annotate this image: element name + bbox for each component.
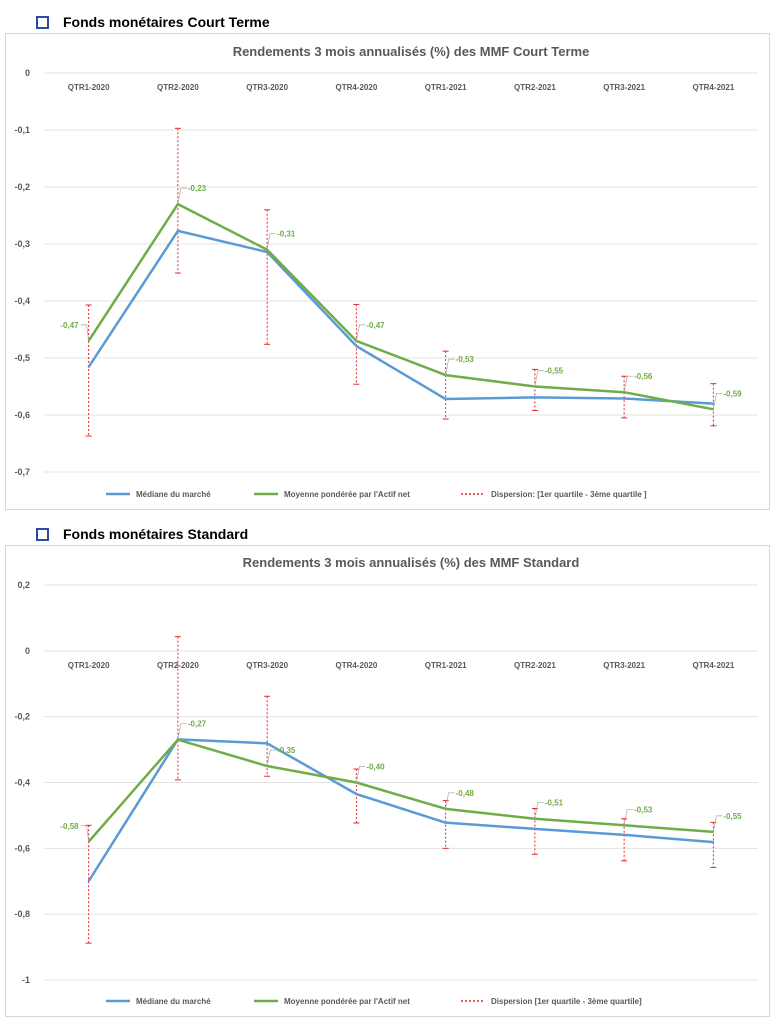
chart-title: Rendements 3 mois annualisés (%) des MMF…	[243, 555, 580, 570]
x-tick-label: QTR3-2020	[246, 83, 288, 92]
data-label: -0,23	[188, 184, 207, 193]
y-tick-label: -0,4	[14, 778, 30, 788]
x-tick-label: QTR4-2021	[692, 661, 734, 670]
x-tick-label: QTR4-2020	[335, 661, 377, 670]
y-tick-label: -0,3	[14, 239, 30, 249]
median-point	[444, 398, 447, 400]
data-label: -0,47	[60, 321, 79, 330]
median-point	[266, 742, 268, 745]
data-label-leader	[534, 802, 544, 819]
data-label: -0,53	[456, 355, 475, 364]
data-label-leader	[623, 808, 634, 826]
data-label-leader	[177, 723, 187, 740]
chart-standard-svg: Rendements 3 mois annualisés (%) des MMF…	[14, 555, 758, 1006]
data-label-leader	[356, 324, 366, 341]
legend-dispersion-label: Dispersion: [1er quartile - 3ème quartil…	[491, 490, 647, 499]
median-point	[355, 345, 358, 347]
x-tick-label: QTR2-2021	[514, 83, 556, 92]
data-label-leader	[534, 370, 544, 387]
median-point	[534, 396, 536, 399]
mean-series-line	[87, 202, 714, 411]
data-label: -0,56	[634, 372, 653, 381]
data-label: -0,35	[277, 746, 296, 755]
y-tick-label: 0	[25, 68, 30, 78]
y-tick-label: -0,7	[14, 467, 30, 477]
x-tick-label: QTR3-2021	[603, 83, 645, 92]
data-label-leader	[266, 233, 277, 250]
median-point	[444, 821, 447, 824]
chart-title: Rendements 3 mois annualisés (%) des MMF…	[233, 44, 590, 59]
data-label: -0,55	[723, 812, 742, 821]
data-label-leader	[266, 749, 277, 767]
median-point	[623, 397, 625, 400]
median-point	[712, 841, 715, 843]
chart-court-terme: Rendements 3 mois annualisés (%) des MMF…	[5, 33, 770, 510]
y-tick-label: 0,2	[17, 580, 30, 590]
data-label-leader	[356, 766, 366, 783]
x-tick-label: QTR3-2020	[246, 661, 288, 670]
y-tick-label: -1	[22, 975, 30, 985]
y-tick-label: -0,6	[14, 410, 30, 420]
data-label-leader	[80, 825, 89, 842]
checkbox-square-icon	[36, 15, 49, 29]
legend-mean-label: Moyenne pondérée par l'Actif net	[284, 997, 410, 1006]
x-tick-label: QTR1-2020	[68, 661, 110, 670]
y-tick-label: -0,4	[14, 296, 30, 306]
legend-median-label: Médiane du marché	[136, 997, 211, 1006]
median-point	[534, 828, 536, 830]
data-label-leader	[177, 187, 187, 205]
y-tick-label: 0	[25, 646, 30, 656]
data-label: -0,55	[545, 367, 564, 376]
x-tick-label: QTR3-2021	[603, 661, 645, 670]
median-series-line	[87, 229, 714, 405]
median-point	[623, 834, 625, 836]
checkbox-square-icon	[36, 527, 49, 541]
data-label: -0,58	[60, 822, 79, 831]
data-label: -0,47	[366, 321, 385, 330]
x-tick-label: QTR2-2021	[514, 661, 556, 670]
y-tick-label: -0,5	[14, 353, 30, 363]
chart-standard: Rendements 3 mois annualisés (%) des MMF…	[5, 545, 770, 1017]
median-point	[355, 793, 358, 795]
section-title-text: Fonds monétaires Court Terme	[63, 14, 270, 30]
x-tick-label: QTR4-2021	[692, 83, 734, 92]
y-tick-label: -0,8	[14, 909, 30, 919]
data-label: -0,27	[188, 720, 207, 729]
chart-court-terme-svg: Rendements 3 mois annualisés (%) des MMF…	[14, 44, 758, 499]
section-title-text: Fonds monétaires Standard	[63, 526, 249, 542]
y-tick-label: -0,2	[14, 712, 30, 722]
x-tick-label: QTR1-2020	[68, 83, 110, 92]
data-label: -0,53	[634, 805, 653, 814]
median-point	[87, 366, 90, 368]
data-label: -0,40	[366, 763, 385, 772]
mean-series-line	[87, 738, 714, 843]
section-title-court-terme: Fonds monétaires Court Terme	[36, 11, 270, 33]
y-tick-label: -0,2	[14, 182, 30, 192]
data-label-leader	[80, 324, 89, 341]
x-tick-label: QTR2-2020	[157, 83, 199, 92]
data-label-leader	[713, 815, 723, 832]
data-label-leader	[713, 392, 723, 410]
section-title-standard: Fonds monétaires Standard	[36, 523, 248, 545]
data-label-leader	[445, 792, 455, 809]
legend-dispersion-label: Dispersion [1er quartile - 3ème quartile…	[491, 997, 642, 1006]
median-point	[712, 402, 715, 405]
median-point	[177, 230, 179, 232]
median-series-line	[87, 738, 714, 882]
data-label: -0,51	[545, 799, 564, 808]
data-label: -0,59	[723, 389, 742, 398]
data-label: -0,48	[456, 789, 475, 798]
data-label-leader	[445, 358, 455, 376]
x-tick-label: QTR1-2021	[425, 83, 467, 92]
x-tick-label: QTR1-2021	[425, 661, 467, 670]
y-tick-label: -0,1	[14, 125, 30, 135]
data-label: -0,31	[277, 230, 296, 239]
data-label-leader	[623, 375, 634, 393]
x-tick-label: QTR4-2020	[335, 83, 377, 92]
y-tick-label: -0,6	[14, 843, 30, 853]
legend-median-label: Médiane du marché	[136, 490, 211, 499]
legend-mean-label: Moyenne pondérée par l'Actif net	[284, 490, 410, 499]
median-point	[87, 880, 90, 883]
